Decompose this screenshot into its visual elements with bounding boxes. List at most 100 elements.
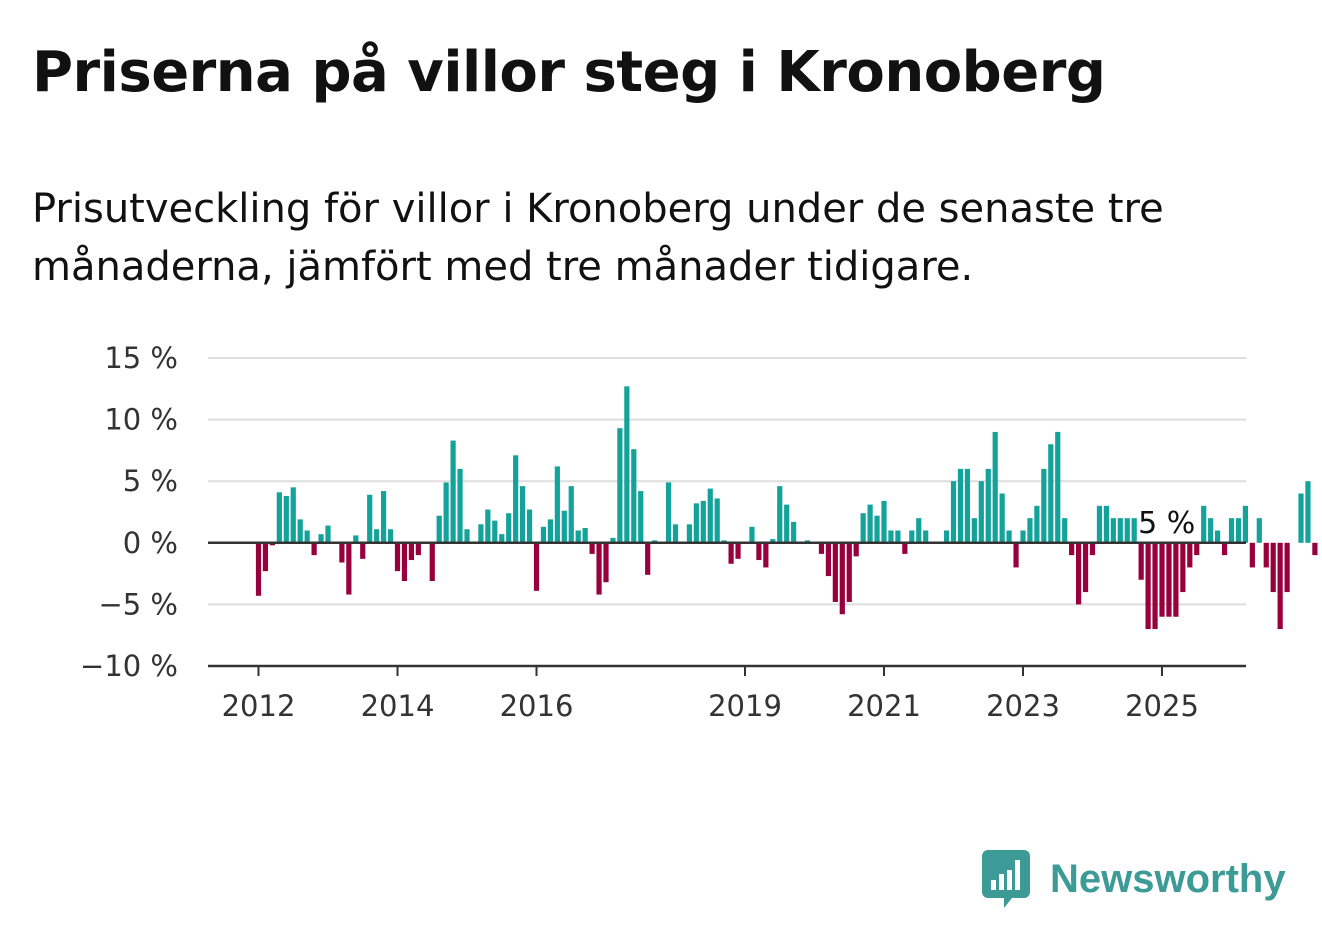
bar <box>568 486 574 543</box>
bar <box>506 513 512 543</box>
bar-chart: 15 % 10 % 5 % 0 % −5 % −10 % 2012 2014 2016 2019… <box>80 341 1318 723</box>
bar <box>1263 542 1269 568</box>
bar <box>895 530 901 543</box>
bar <box>665 482 672 543</box>
bar <box>1228 518 1235 543</box>
bar <box>1166 542 1172 617</box>
bar <box>360 542 366 559</box>
bar <box>1305 481 1311 543</box>
brand-name: Newsworthy <box>1050 856 1286 901</box>
brand-logo: Newsworthy <box>982 850 1286 908</box>
bar <box>735 542 741 559</box>
bar <box>1180 542 1186 593</box>
bar <box>902 542 908 554</box>
bar <box>429 542 435 581</box>
bar <box>1103 505 1109 543</box>
bar <box>318 534 324 543</box>
bar <box>867 504 873 543</box>
x-tick-label: 2014 <box>361 689 435 723</box>
bar <box>547 519 553 543</box>
bar <box>728 542 734 564</box>
bar <box>492 520 498 543</box>
bar <box>1152 542 1158 630</box>
y-tick-label: 15 % <box>104 341 178 375</box>
bar <box>499 534 505 543</box>
x-tick-label: 2025 <box>1125 689 1199 723</box>
bar <box>756 542 762 561</box>
bar <box>881 500 887 543</box>
bar <box>596 542 602 595</box>
bar <box>387 529 394 543</box>
bar <box>1187 542 1193 568</box>
bar <box>478 524 484 543</box>
bar <box>645 542 651 575</box>
bar <box>367 494 373 543</box>
bar <box>624 386 630 543</box>
bar <box>436 515 442 543</box>
bar <box>1020 530 1026 543</box>
bar <box>1131 518 1137 543</box>
bar <box>533 542 540 591</box>
bar <box>1076 542 1082 605</box>
last-value-label: 5 % <box>1138 506 1195 541</box>
bar <box>672 524 679 543</box>
bar <box>1082 542 1089 593</box>
x-tick-label: 2019 <box>708 689 782 723</box>
bar <box>1256 518 1262 543</box>
bar <box>401 542 408 581</box>
bar <box>749 526 755 543</box>
bar <box>346 542 352 595</box>
y-tick-label: 10 % <box>104 403 178 437</box>
bar <box>1096 505 1103 543</box>
bar <box>464 529 470 543</box>
chart-subtitle: Prisutveckling för villor i Kronoberg un… <box>32 186 1164 290</box>
bar <box>1194 542 1200 556</box>
bar <box>603 542 609 583</box>
bar <box>686 524 692 543</box>
bar <box>943 530 950 543</box>
bar <box>707 488 713 543</box>
annotations: 5 % <box>1138 506 1195 541</box>
chart-title: Priserna på villor steg i Kronoberg <box>32 40 1106 105</box>
bar <box>985 468 991 543</box>
bar <box>457 468 463 543</box>
bar <box>339 542 345 563</box>
bar <box>1110 518 1116 543</box>
bar <box>1055 431 1061 543</box>
x-axis-labels: 2012 2014 2016 2019 2021 2023 2025 <box>222 689 1199 723</box>
bar <box>1235 518 1242 543</box>
bar <box>353 535 359 543</box>
bar <box>818 542 825 554</box>
bar <box>1215 530 1221 543</box>
bar <box>1062 518 1068 543</box>
bar <box>971 518 977 543</box>
bar <box>443 482 449 543</box>
bar <box>374 529 380 543</box>
bar <box>1284 542 1290 593</box>
bar-chart-badge-icon <box>982 850 1030 908</box>
bar <box>1159 542 1165 617</box>
bar <box>992 431 998 543</box>
bar <box>1089 542 1096 556</box>
bar <box>283 495 289 543</box>
bar <box>1270 542 1276 593</box>
bar <box>394 542 401 572</box>
bar <box>304 530 310 543</box>
x-tick-label: 2012 <box>222 689 296 723</box>
bar <box>415 542 421 556</box>
bar <box>1242 505 1248 543</box>
bar <box>874 515 880 543</box>
bar <box>297 519 303 543</box>
bar <box>888 530 894 543</box>
bar <box>1027 518 1033 543</box>
bar <box>325 525 331 543</box>
bar <box>700 500 706 543</box>
bar <box>638 491 644 543</box>
bar <box>1069 542 1075 556</box>
bar <box>520 486 526 543</box>
bar <box>526 509 533 543</box>
bar <box>1201 505 1207 543</box>
bar <box>1277 542 1283 630</box>
bar <box>1173 542 1179 617</box>
bar <box>777 486 783 543</box>
